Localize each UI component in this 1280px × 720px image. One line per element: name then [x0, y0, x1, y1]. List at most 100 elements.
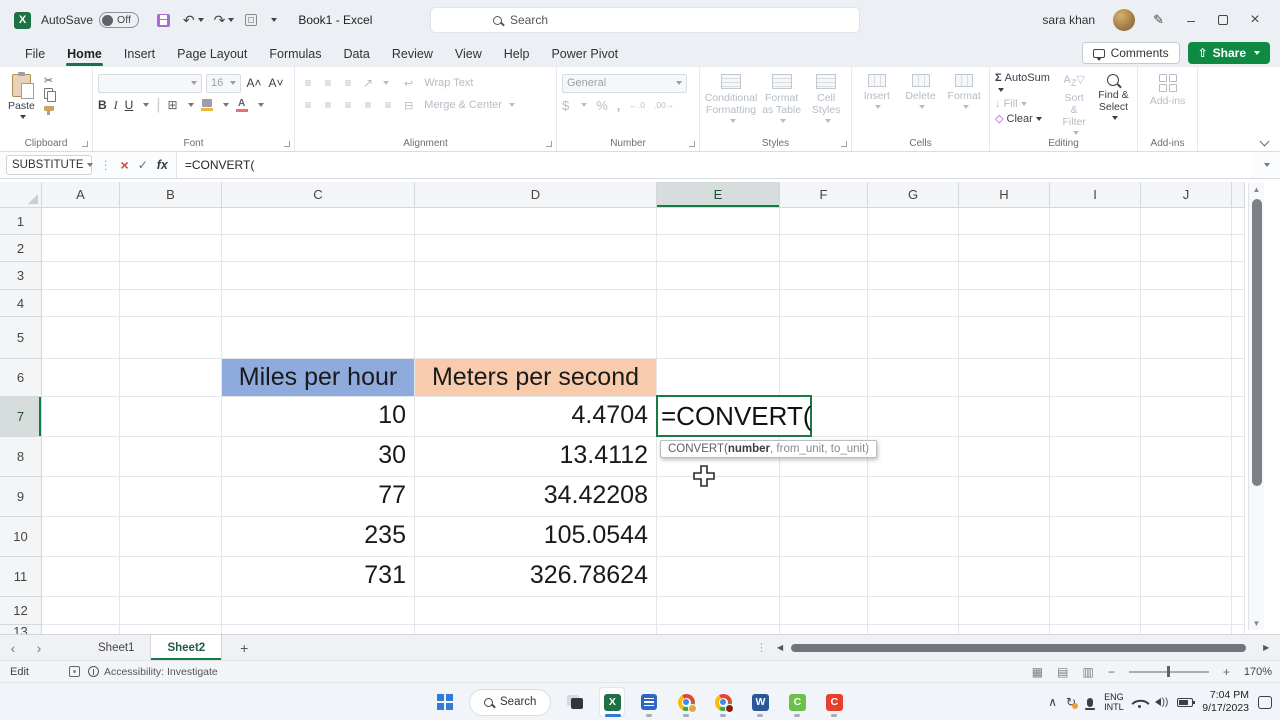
copy-button[interactable] — [46, 91, 56, 102]
cell-F2[interactable] — [780, 235, 868, 262]
cell-J4[interactable] — [1141, 290, 1232, 317]
share-button[interactable]: ⇧ Share — [1187, 42, 1270, 64]
cell-A12[interactable] — [42, 597, 120, 625]
row-header-12[interactable]: 12 — [0, 597, 42, 625]
cell-H2[interactable] — [959, 235, 1050, 262]
clipboard-dialog-launcher[interactable] — [82, 141, 88, 147]
zoom-out-button[interactable]: − — [1107, 665, 1115, 679]
cell-F3[interactable] — [780, 262, 868, 290]
cell-I4[interactable] — [1050, 290, 1141, 317]
cell-G7[interactable] — [868, 397, 959, 437]
row-header-9[interactable]: 9 — [0, 477, 42, 517]
cell-I12[interactable] — [1050, 597, 1141, 625]
row-header-6[interactable]: 6 — [0, 359, 42, 397]
comments-button[interactable]: Comments — [1081, 42, 1180, 64]
microphone-icon[interactable] — [1085, 697, 1096, 710]
align-center-icon[interactable]: ≡ — [324, 98, 332, 112]
zoom-in-button[interactable]: + — [1222, 665, 1230, 679]
cell-J8[interactable] — [1141, 437, 1232, 477]
tab-help[interactable]: Help — [503, 46, 530, 61]
cell-J13[interactable] — [1141, 625, 1232, 634]
cell-G12[interactable] — [868, 597, 959, 625]
cell-A10[interactable] — [42, 517, 120, 557]
cell-A13[interactable] — [42, 625, 120, 634]
tab-page-layout[interactable]: Page Layout — [177, 46, 248, 61]
decrease-indent-icon[interactable]: ≡ — [364, 98, 372, 112]
volume-icon[interactable]: )) — [1154, 697, 1168, 708]
cell-I7[interactable] — [1050, 397, 1141, 437]
cell-B12[interactable] — [120, 597, 222, 625]
clock[interactable]: 7:04 PM 9/17/2023 — [1202, 688, 1249, 714]
cell-I3[interactable] — [1050, 262, 1141, 290]
cell-I5[interactable] — [1050, 317, 1141, 359]
italic-button[interactable]: I — [113, 97, 118, 112]
cell-H3[interactable] — [959, 262, 1050, 290]
sheet-tab-sheet1[interactable]: Sheet1 — [98, 641, 135, 654]
minimize-button[interactable]: – — [1187, 12, 1195, 28]
cell-I6[interactable] — [1050, 359, 1141, 397]
cell-F10[interactable] — [780, 517, 868, 557]
cell-D12[interactable] — [415, 597, 657, 625]
cell-F7[interactable] — [780, 397, 868, 437]
cell-E10[interactable] — [657, 517, 780, 557]
cell-H13[interactable] — [959, 625, 1050, 634]
zoom-slider-thumb[interactable] — [1166, 666, 1170, 678]
cell-D11[interactable]: 326.78624 — [415, 557, 657, 597]
macro-record-icon[interactable] — [68, 666, 80, 677]
align-bottom-icon[interactable]: ≡ — [344, 76, 352, 90]
cell-G2[interactable] — [868, 235, 959, 262]
zoom-level[interactable]: 170% — [1243, 666, 1272, 678]
cell-J6[interactable] — [1141, 359, 1232, 397]
cell-D1[interactable] — [415, 208, 657, 235]
cell-C8[interactable]: 30 — [222, 437, 415, 477]
select-all-corner[interactable] — [0, 182, 42, 208]
taskbar-search[interactable]: Search — [469, 688, 552, 716]
quick-access-customize-button[interactable] — [268, 18, 278, 22]
cell-A8[interactable] — [42, 437, 120, 477]
column-header-partial[interactable] — [1232, 182, 1245, 208]
pen-mode-icon[interactable]: ✎ — [1153, 12, 1164, 27]
page-break-view-icon[interactable]: ▥ — [1082, 665, 1094, 679]
confirm-entry-button[interactable]: ✓ — [137, 158, 148, 172]
row-header-10[interactable]: 10 — [0, 517, 42, 557]
cell-I2[interactable] — [1050, 235, 1141, 262]
save-icon[interactable] — [156, 13, 170, 27]
active-cell-E7[interactable]: =CONVERT( — [656, 395, 812, 437]
cell-A7[interactable] — [42, 397, 120, 437]
name-box[interactable]: SUBSTITUTE — [6, 155, 93, 175]
cell-K4[interactable] — [1232, 290, 1245, 317]
taskbar-camtasia-button[interactable]: C — [784, 687, 810, 717]
cell-K7[interactable] — [1232, 397, 1245, 437]
scroll-down-icon[interactable]: ▼ — [1252, 619, 1261, 628]
taskbar-notes-app-button[interactable] — [636, 687, 662, 717]
cell-G9[interactable] — [868, 477, 959, 517]
cell-H1[interactable] — [959, 208, 1050, 235]
align-right-icon[interactable]: ≡ — [344, 98, 352, 112]
cell-G3[interactable] — [868, 262, 959, 290]
cell-D9[interactable]: 34.42208 — [415, 477, 657, 517]
cell-I11[interactable] — [1050, 557, 1141, 597]
windows-start-button[interactable] — [432, 687, 458, 717]
column-header-B[interactable]: B — [120, 182, 222, 208]
cell-K9[interactable] — [1232, 477, 1245, 517]
cell-G8[interactable] — [868, 437, 959, 477]
column-header-C[interactable]: C — [222, 182, 415, 208]
cell-J1[interactable] — [1141, 208, 1232, 235]
cell-H8[interactable] — [959, 437, 1050, 477]
close-button[interactable]: × — [1250, 11, 1260, 28]
tab-data[interactable]: Data — [343, 46, 370, 61]
cell-B4[interactable] — [120, 290, 222, 317]
next-sheet-button[interactable]: › — [36, 639, 42, 656]
tab-formulas[interactable]: Formulas — [269, 46, 322, 61]
cell-F13[interactable] — [780, 625, 868, 634]
touch-mode-icon[interactable] — [245, 14, 258, 26]
format-painter-button[interactable] — [43, 106, 54, 115]
new-sheet-button[interactable]: + — [240, 639, 249, 656]
cell-K13[interactable] — [1232, 625, 1245, 634]
cell-B10[interactable] — [120, 517, 222, 557]
bold-button[interactable]: B — [98, 98, 107, 112]
cell-G5[interactable] — [868, 317, 959, 359]
cell-H5[interactable] — [959, 317, 1050, 359]
cell-E9[interactable] — [657, 477, 780, 517]
cell-K11[interactable] — [1232, 557, 1245, 597]
